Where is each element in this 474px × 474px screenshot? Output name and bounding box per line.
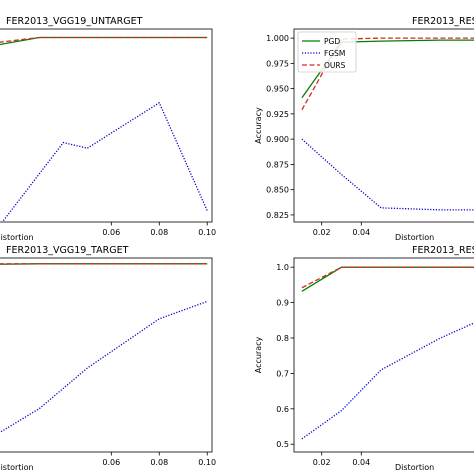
x-axis-label: Distortion	[395, 463, 434, 472]
y-tick-label: 1.000	[266, 34, 289, 43]
x-tick-label: 0.08	[150, 228, 168, 237]
x-tick-label: 0.02	[313, 458, 331, 467]
series-line-fgsm	[301, 322, 474, 440]
x-tick-label: 0.08	[150, 458, 168, 467]
panel-4: FER2013_RESNET18_TARGET 0.02 0.04 1.0 0.9 0.8…	[254, 245, 474, 472]
y-tick-label: 0.8	[276, 334, 289, 343]
plot-frame	[293, 257, 474, 453]
y-tick-label: 0.6	[276, 405, 289, 414]
y-tick-label: 0.925	[266, 110, 289, 119]
legend-label-pgd: PGD	[324, 37, 340, 46]
y-tick-label: 0.5	[276, 440, 289, 449]
x-tick-label: 0.06	[102, 458, 120, 467]
panel-1: FER2013_VGG19_UNTARGET 0.06 0.08 0.10 Distor…	[0, 16, 216, 242]
plot-frame	[293, 28, 474, 223]
legend-box	[297, 31, 357, 73]
y-axis-label: Accuracy	[254, 107, 263, 144]
x-axis-label: Distortion	[0, 463, 34, 472]
legend-label-ours: OURS	[324, 61, 346, 70]
x-tick-label: 0.04	[352, 458, 370, 467]
y-tick-label: 0.950	[266, 85, 289, 94]
series-line-pgd	[301, 266, 474, 292]
panel-3: FER2013_VGG19_TARGET 0.06 0.08 0.10 Distorti…	[0, 245, 216, 472]
y-tick-label: 0.850	[266, 186, 289, 195]
y-tick-label: 0.825	[266, 211, 289, 220]
panel-title: FER2013_RESNET18_TARGET	[412, 245, 474, 256]
y-tick-label: 0.900	[266, 135, 289, 144]
y-tick-label: 0.7	[276, 369, 289, 378]
legend-label-fgsm: FGSM	[324, 49, 345, 58]
series-line-fgsm	[301, 138, 474, 211]
series-line-fgsm	[0, 300, 208, 434]
x-tick-label: 0.10	[198, 228, 216, 237]
y-tick-label: 0.9	[276, 299, 289, 308]
plot-frame	[0, 28, 213, 223]
y-tick-label: 1.0	[276, 263, 289, 272]
y-tick-label: 0.875	[266, 160, 289, 169]
series-line-ours	[301, 266, 474, 289]
x-tick-label: 0.06	[102, 228, 120, 237]
panel-title: FER2013_VGG19_UNTARGET	[6, 16, 143, 27]
y-axis-label: Accuracy	[254, 336, 263, 373]
x-axis-label: Distortion	[395, 233, 434, 242]
x-tick-label: 0.02	[313, 228, 331, 237]
x-axis-label: Distortion	[0, 233, 34, 242]
series-line-ours	[0, 36, 208, 43]
panel-2: FER2013_RESNET18_UNTARGET 0.02 0.04 1.000 0.…	[254, 16, 474, 242]
panel-title: FER2013_RESNET18_UNTARGET	[412, 16, 474, 27]
y-tick-label: 0.975	[266, 59, 289, 68]
plot-frame	[0, 257, 213, 453]
series-line-fgsm	[1, 102, 208, 222]
panel-title: FER2013_VGG19_TARGET	[6, 245, 129, 256]
x-tick-label: 0.04	[352, 228, 370, 237]
x-tick-label: 0.10	[198, 458, 216, 467]
